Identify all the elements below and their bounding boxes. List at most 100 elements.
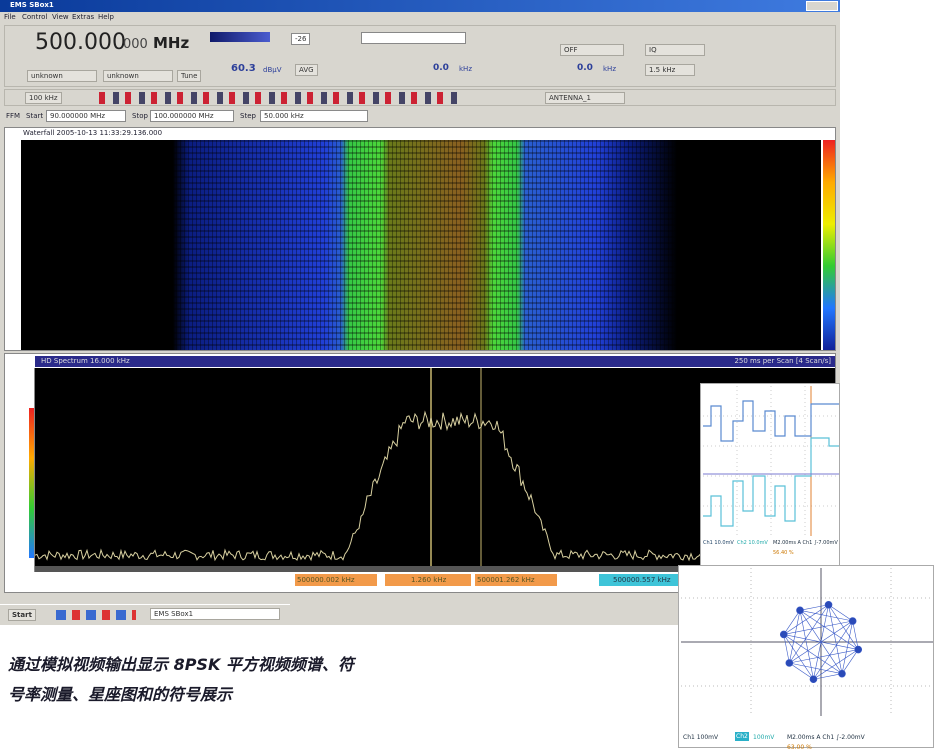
menu-item[interactable]: View	[52, 13, 69, 21]
scope-2-plot	[681, 568, 933, 716]
caption-line: 通过模拟视频输出显示 8PSK 平方视频频谱、符	[8, 655, 354, 674]
transition-line	[799, 604, 829, 611]
transition-line	[813, 620, 853, 680]
offset-slider[interactable]	[361, 32, 466, 44]
waterfall-image	[21, 140, 821, 350]
transition-line	[813, 673, 843, 680]
bandwidth-select[interactable]: 1.5 kHz	[645, 64, 695, 76]
constellation	[779, 600, 863, 684]
marker-label: 500000.557 kHz	[599, 574, 695, 586]
avg-select[interactable]: AVG	[295, 64, 318, 76]
transition-line	[841, 649, 859, 674]
symbol-point	[838, 669, 846, 678]
level-scale	[29, 408, 34, 558]
waterfall-panel: Waterfall 2005-10-13 11:33:29.136.000	[4, 127, 836, 351]
stop-label: Stop	[132, 112, 148, 120]
offset2-value: 0.0	[577, 63, 593, 73]
transition-line	[789, 604, 829, 664]
quick-launch[interactable]	[56, 610, 136, 620]
transition-line	[783, 620, 853, 635]
scope-time: M2.00ms A Ch1 ∫-2.00mV	[787, 734, 865, 741]
transition-line	[789, 620, 853, 664]
mode-select[interactable]: unknown	[103, 70, 173, 82]
title-bar: EMS SBox1	[0, 0, 840, 12]
step-field[interactable]: 50.000 kHz	[260, 110, 368, 122]
transition-line	[783, 604, 829, 635]
task-button[interactable]: EMS SBox1	[150, 608, 280, 620]
transition-line	[828, 604, 843, 674]
frequency-fine: 000	[123, 37, 148, 52]
ffm-row: FFM Start 90.000000 MHz Stop 100.000000 …	[4, 108, 384, 124]
marker-label: 500001.262 kHz	[475, 574, 557, 586]
transition-line	[799, 610, 853, 622]
mode-select[interactable]: unknown	[27, 70, 97, 82]
marker-label: 500000.002 kHz	[295, 574, 377, 586]
level-value: 60.3	[231, 63, 256, 74]
scope-2: Ch1 100mV Ch2 100mV M2.00ms A Ch1 ∫-2.00…	[678, 565, 934, 751]
symbol-point	[824, 600, 833, 609]
scope-1-plot	[703, 386, 839, 536]
color-scale	[823, 140, 835, 350]
scope-time: M2.00ms A Ch1 ∫-7.00mV	[773, 540, 838, 546]
symbol-point	[785, 659, 794, 667]
start-button[interactable]: Start	[8, 609, 36, 621]
menu-item[interactable]: Control	[22, 13, 48, 21]
level-bar	[210, 32, 270, 42]
off-select[interactable]: OFF	[560, 44, 624, 56]
antenna-select[interactable]: ANTENNA_1	[545, 92, 625, 104]
ch1-wave	[703, 400, 839, 442]
scope-ch1: Ch1 10.0mV	[703, 540, 734, 546]
scope-ch2: Ch2	[735, 732, 749, 741]
transition-line	[783, 634, 843, 674]
transition-line	[783, 634, 790, 664]
stop-field[interactable]: 100.000000 MHz	[150, 110, 234, 122]
transition-line	[799, 610, 859, 650]
symbol-point	[796, 606, 804, 615]
transition-line	[789, 649, 859, 664]
start-label: Start	[26, 112, 44, 120]
marker-label: 1.260 kHz	[385, 574, 471, 586]
symbol-point	[854, 645, 863, 654]
transition-line	[783, 610, 801, 635]
symbol-point	[779, 630, 788, 639]
scope-ch2-value: 100mV	[753, 734, 775, 741]
scope-1: Ch1 10.0mV Ch2 10.0mV M2.00ms A Ch1 ∫-7.…	[700, 383, 840, 566]
taskbar: Start EMS SBox1	[0, 604, 290, 624]
offset2-unit: kHz	[603, 65, 616, 73]
frequency: 500.000	[35, 30, 126, 55]
waterfall-title: Waterfall 2005-10-13 11:33:29.136.000	[23, 129, 163, 137]
scope-percent: 56.40 %	[773, 550, 794, 556]
scan-rate: 250 ms per Scan [4 Scan/s]	[734, 357, 831, 365]
frequency-unit: MHz	[153, 34, 190, 52]
symbol-point	[809, 675, 818, 684]
toolbar-2: 100 kHz ANTENNA_1	[4, 89, 836, 106]
menu-bar: File Control View Extras Help	[4, 13, 204, 23]
att-field[interactable]: -26	[291, 33, 311, 45]
demod-select[interactable]: IQ	[645, 44, 705, 56]
menu-item[interactable]: Help	[98, 13, 114, 21]
plot-footer	[35, 566, 835, 572]
offset-value: 0.0	[433, 63, 449, 73]
step-select[interactable]: 100 kHz	[25, 92, 62, 104]
start-field[interactable]: 90.000000 MHz	[46, 110, 126, 122]
window-title: EMS SBox1	[10, 1, 54, 9]
scope-ch2: Ch2 10.0mV	[737, 540, 768, 546]
transition-line	[828, 604, 853, 622]
transition-line	[789, 610, 801, 664]
ffm-label: FFM	[6, 112, 21, 120]
menu-item[interactable]: Extras	[72, 13, 95, 21]
step-label: Step	[240, 112, 256, 120]
menu-item[interactable]: File	[4, 13, 16, 21]
symbol-point	[848, 617, 857, 625]
transition-line	[799, 610, 814, 680]
toolbar: 500.000 000 MHz unknown unknown Tune -26…	[4, 25, 836, 87]
tool-icons[interactable]	[99, 92, 459, 104]
spectrum-title: HD Spectrum 16.000 kHz	[41, 357, 130, 365]
window-controls[interactable]	[806, 1, 838, 11]
scope-ch1: Ch1 100mV	[683, 734, 719, 741]
tune-button[interactable]: Tune	[177, 70, 202, 82]
transition-line	[852, 620, 859, 650]
caption: 通过模拟视频输出显示 8PSK 平方视频频谱、符 号率测量、星座图和的符号展示	[8, 650, 354, 710]
waterfall-texture	[21, 140, 821, 350]
